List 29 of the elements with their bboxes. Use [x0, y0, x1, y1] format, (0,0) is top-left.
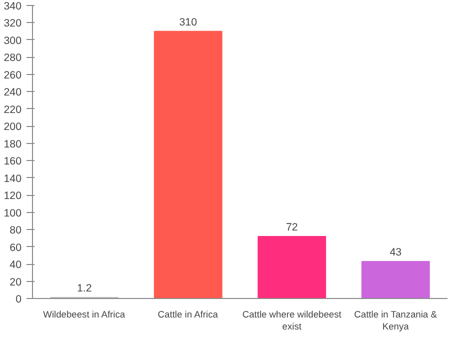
- bar: [154, 30, 222, 298]
- y-tick-label: 20: [10, 276, 22, 288]
- data-label: 310: [179, 16, 198, 28]
- y-tick-label: 240: [4, 86, 22, 99]
- y-tick-label: 80: [10, 224, 22, 237]
- y-tick-label: 280: [4, 52, 22, 64]
- y-tick-label: 320: [4, 18, 22, 30]
- y-tick-label: 200: [4, 121, 22, 134]
- bar: [361, 260, 430, 298]
- data-label: 43: [390, 246, 402, 258]
- y-tick-label: 100: [4, 207, 22, 220]
- y-tick-label: 40: [10, 259, 22, 272]
- x-tick-label: Cattle in Africa: [158, 310, 219, 320]
- bar: [258, 236, 326, 298]
- y-tick-label: 160: [4, 156, 22, 168]
- x-tick-label: Wildebeest in Africa: [43, 310, 126, 320]
- data-label: 72: [286, 221, 298, 234]
- y-tick-label: 220: [4, 104, 22, 116]
- x-tick-label: Cattle where wildebeest exist: [242, 310, 342, 332]
- data-label: 1.2: [76, 282, 92, 294]
- y-tick-label: 300: [4, 34, 22, 47]
- y-tick-label: 140: [4, 172, 22, 185]
- y-tick-label: 60: [10, 242, 22, 254]
- y-tick-label: 340: [4, 0, 22, 12]
- y-tick-label: 120: [4, 190, 22, 202]
- y-tick-label: 0: [16, 294, 22, 306]
- y-tick-label: 260: [4, 69, 22, 82]
- x-tick-label: Cattle in Tanzania & Kenya: [354, 310, 438, 332]
- y-tick-label: 180: [4, 138, 22, 150]
